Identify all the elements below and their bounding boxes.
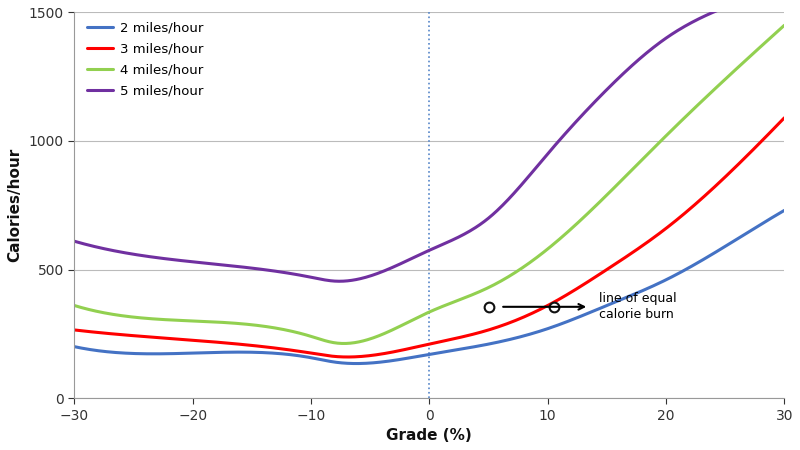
2 miles/hour xyxy=(413,354,422,359)
4 miles/hour xyxy=(653,141,662,147)
3 miles/hour xyxy=(779,115,789,121)
Text: line of equal
calorie burn: line of equal calorie burn xyxy=(598,292,676,321)
Line: 3 miles/hour: 3 miles/hour xyxy=(74,118,784,357)
2 miles/hour xyxy=(455,346,465,352)
3 miles/hour xyxy=(70,327,79,333)
4 miles/hour xyxy=(408,317,418,323)
3 miles/hour xyxy=(342,354,352,360)
3 miles/hour xyxy=(455,335,465,340)
4 miles/hour xyxy=(779,22,789,28)
5 miles/hour xyxy=(334,279,344,284)
5 miles/hour xyxy=(413,253,422,259)
4 miles/hour xyxy=(494,280,503,285)
2 miles/hour xyxy=(408,355,418,360)
Line: 5 miles/hour: 5 miles/hour xyxy=(74,0,784,281)
3 miles/hour xyxy=(413,344,422,350)
2 miles/hour xyxy=(494,339,503,345)
5 miles/hour xyxy=(653,41,662,47)
Line: 4 miles/hour: 4 miles/hour xyxy=(74,25,784,343)
4 miles/hour xyxy=(70,303,79,308)
5 miles/hour xyxy=(455,234,465,239)
5 miles/hour xyxy=(494,207,503,212)
4 miles/hour xyxy=(413,315,422,320)
Y-axis label: Calories/hour: Calories/hour xyxy=(7,148,22,262)
2 miles/hour xyxy=(653,281,662,287)
2 miles/hour xyxy=(779,208,789,213)
3 miles/hour xyxy=(494,324,503,329)
X-axis label: Grade (%): Grade (%) xyxy=(386,428,472,443)
5 miles/hour xyxy=(70,238,79,244)
4 miles/hour xyxy=(455,297,465,302)
3 miles/hour xyxy=(764,131,774,137)
Line: 2 miles/hour: 2 miles/hour xyxy=(74,211,784,364)
2 miles/hour xyxy=(351,361,361,366)
3 miles/hour xyxy=(653,232,662,238)
2 miles/hour xyxy=(70,344,79,349)
3 miles/hour xyxy=(408,345,418,351)
4 miles/hour xyxy=(338,341,348,346)
4 miles/hour xyxy=(764,37,774,42)
2 miles/hour xyxy=(764,217,774,222)
Legend: 2 miles/hour, 3 miles/hour, 4 miles/hour, 5 miles/hour: 2 miles/hour, 3 miles/hour, 4 miles/hour… xyxy=(82,16,209,103)
5 miles/hour xyxy=(408,255,418,261)
